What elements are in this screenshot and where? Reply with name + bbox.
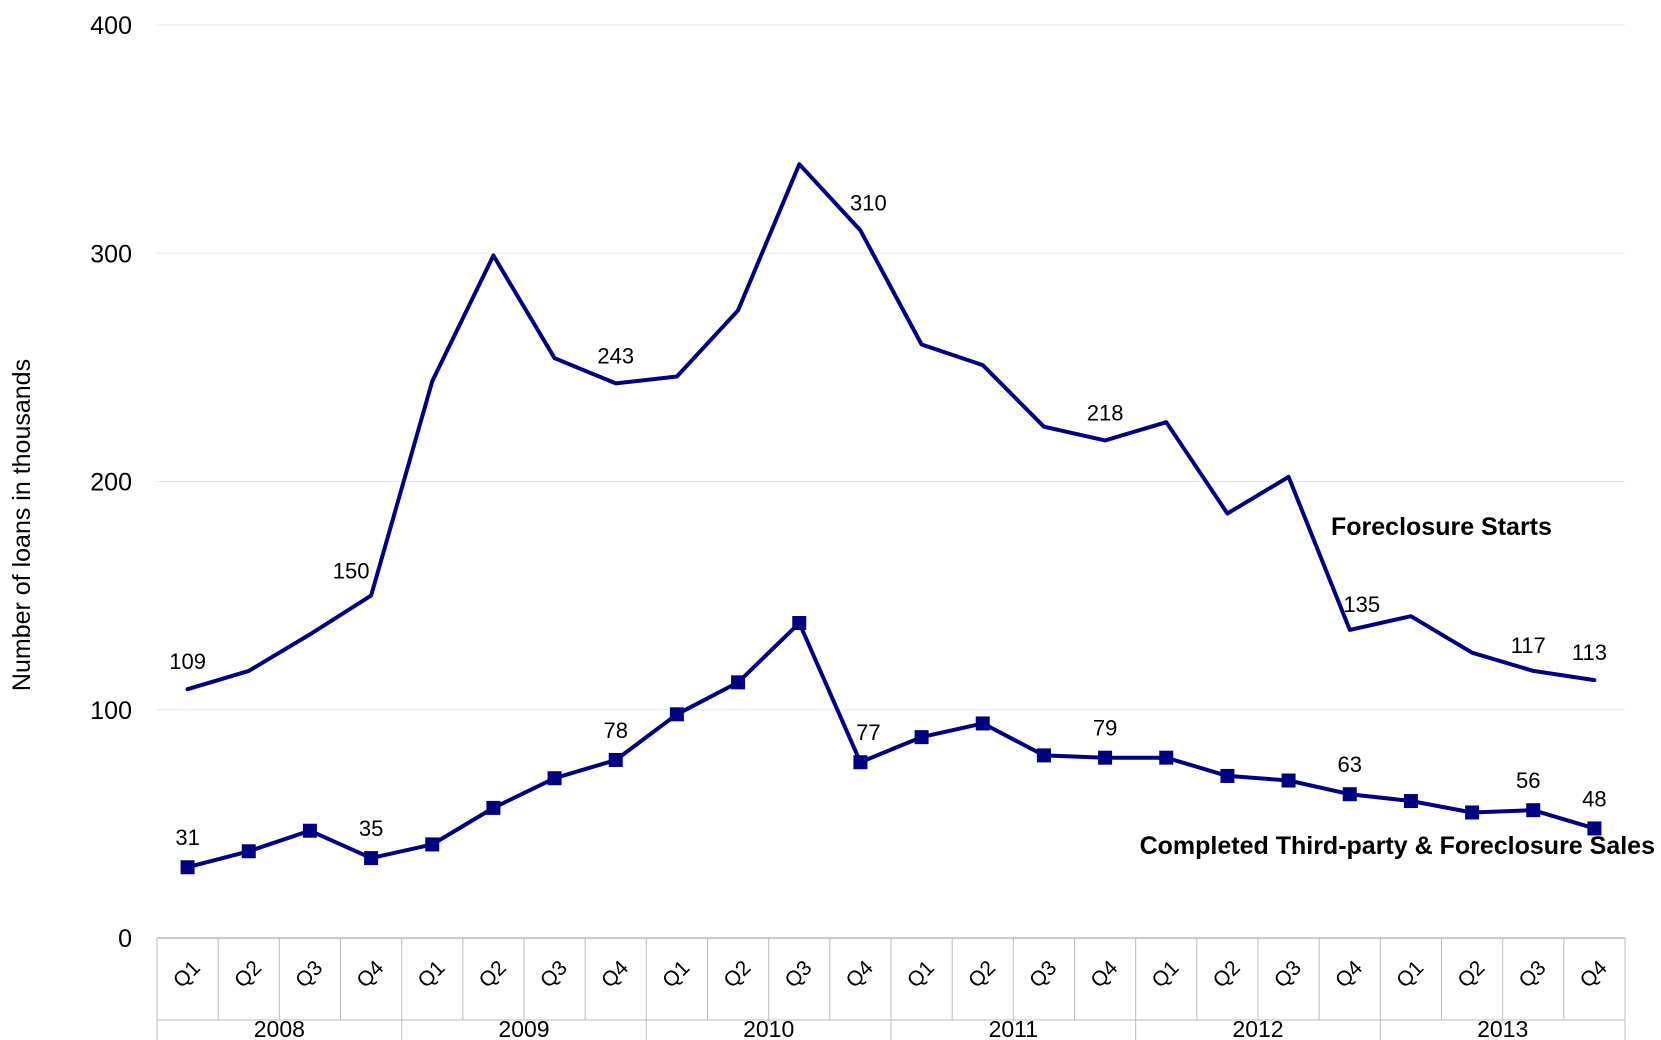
series-name-completed-sales: Completed Third-party & Foreclosure Sale… [1140, 832, 1655, 860]
x-tick-label-year: 2009 [498, 1016, 549, 1040]
data-point-marker [1342, 787, 1357, 802]
data-point-marker [1465, 805, 1480, 820]
data-label: 218 [1087, 400, 1124, 425]
data-point-marker [547, 771, 562, 786]
x-tick-label-quarter: Q3 [1515, 956, 1551, 992]
x-tick-label-year: 2011 [989, 1016, 1038, 1040]
series-name-foreclosure-starts: Foreclosure Starts [1331, 513, 1552, 541]
y-axis-ticks: 0 100 200 300 400 [90, 12, 132, 953]
x-tick-label-quarter: Q2 [1453, 956, 1489, 992]
x-tick-label-quarter: Q3 [1270, 956, 1306, 992]
data-point-marker [425, 837, 440, 852]
data-point-marker [364, 851, 379, 866]
data-point-marker [1036, 748, 1051, 763]
data-point-marker [853, 755, 868, 770]
data-label: 310 [850, 190, 887, 215]
data-label: 78 [604, 718, 628, 743]
y-tick-label: 300 [90, 240, 132, 268]
x-tick-label-quarter: Q4 [597, 956, 633, 992]
data-label: 56 [1516, 768, 1540, 793]
x-tick-label-quarter: Q1 [1148, 956, 1184, 992]
data-point-marker [1098, 750, 1113, 765]
series-1: 31 35 78 77 79 63 56 48 [175, 616, 1607, 875]
x-tick-label-year: 2010 [743, 1016, 794, 1040]
x-tick-label-year: 2013 [1477, 1016, 1528, 1040]
x-tick-label-quarter: Q2 [964, 956, 1000, 992]
data-point-marker [731, 675, 746, 690]
series-layer: 109 150 243 310 218 135 117 113 31 35 78 77 79 63 56 48 [169, 162, 1607, 875]
x-tick-label-quarter: Q3 [536, 956, 572, 992]
x-tick-label-quarter: Q2 [719, 956, 755, 992]
data-point-marker [1281, 773, 1296, 788]
data-point-marker [669, 707, 684, 722]
gridlines [157, 24, 1625, 711]
x-tick-label-quarter: Q3 [781, 956, 817, 992]
x-tick-label-year: 2008 [254, 1016, 305, 1040]
x-tick-label-quarter: Q4 [1576, 956, 1612, 992]
data-point-marker [608, 752, 623, 767]
x-tick-label-quarter: Q2 [1209, 956, 1245, 992]
y-axis-label: Number of loans in thousands [8, 359, 36, 691]
series-0: 109 150 243 310 218 135 117 113 [169, 162, 1607, 692]
data-label: 48 [1582, 786, 1606, 811]
x-tick-label-quarter: Q4 [842, 956, 878, 992]
x-tick-label-quarter: Q4 [1331, 956, 1367, 992]
x-tick-label-quarter: Q3 [1025, 956, 1061, 992]
data-label: 135 [1343, 592, 1380, 617]
x-tick-label-quarter: Q3 [291, 956, 327, 992]
data-point-marker [486, 800, 501, 815]
x-axis: Q1 Q2 Q3 Q4 Q1 Q2 Q3 Q4 Q1 Q2 Q3 Q4 Q1 Q2 Q3 Q4 Q1 Q2 Q3 Q4… [156, 937, 1626, 1040]
x-tick-label-quarter: Q1 [1392, 956, 1428, 992]
x-tick-label-quarter: Q1 [414, 956, 450, 992]
y-tick-label: 0 [118, 925, 132, 953]
y-tick-label: 400 [90, 12, 132, 40]
data-point-marker [1159, 750, 1174, 765]
x-tick-label-year: 2012 [1232, 1016, 1283, 1040]
data-point-marker [1220, 768, 1235, 783]
data-label: 77 [856, 720, 880, 745]
x-tick-label-quarter: Q1 [658, 956, 694, 992]
data-label: 150 [333, 559, 370, 584]
data-label: 243 [597, 343, 634, 368]
data-point-marker [180, 860, 195, 875]
data-point-marker [241, 844, 256, 859]
data-point-marker [1587, 821, 1602, 836]
x-tick-label-quarter: Q4 [1086, 956, 1122, 992]
x-tick-label-quarter: Q1 [903, 956, 939, 992]
x-tick-label-quarter: Q1 [169, 956, 205, 992]
data-point-marker [792, 616, 807, 631]
data-point-marker [914, 730, 929, 745]
data-point-marker [302, 823, 317, 838]
data-point-marker [1403, 794, 1418, 809]
data-point-marker [975, 716, 990, 731]
data-label: 35 [359, 816, 383, 841]
series-line [185, 621, 1597, 870]
x-tick-label-quarter: Q4 [352, 956, 388, 992]
data-label: 79 [1093, 716, 1117, 741]
data-label: 63 [1338, 752, 1362, 777]
data-label: 113 [1572, 640, 1607, 665]
y-tick-label: 200 [90, 469, 132, 497]
data-label: 31 [175, 825, 199, 850]
data-label: 109 [169, 649, 206, 674]
y-tick-label: 100 [90, 697, 132, 725]
x-tick-label-quarter: Q2 [230, 956, 266, 992]
data-point-marker [1526, 803, 1541, 818]
x-tick-label-quarter: Q2 [475, 956, 511, 992]
series-line [185, 162, 1597, 692]
data-label: 117 [1511, 633, 1546, 658]
